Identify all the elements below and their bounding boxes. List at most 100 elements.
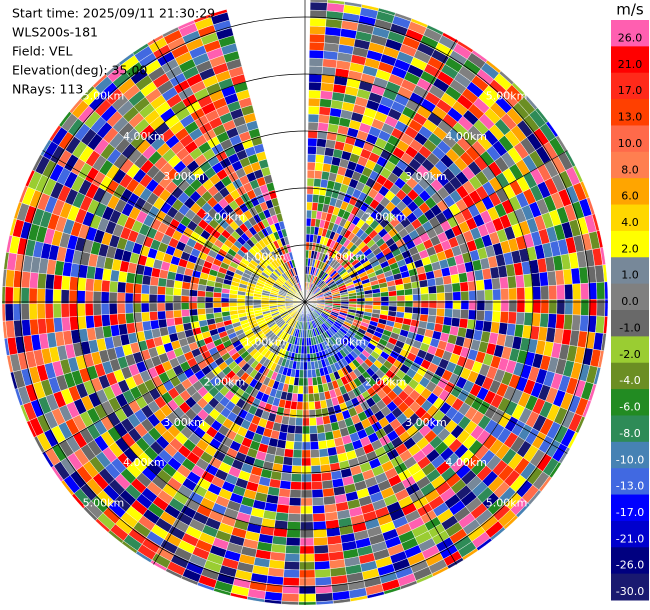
colorbar-segment [611, 204, 649, 232]
gate [308, 73, 323, 83]
gate [317, 122, 329, 132]
gate [296, 393, 304, 403]
gate [436, 292, 446, 301]
gate [189, 308, 199, 317]
gate [524, 286, 534, 301]
gate [444, 308, 454, 318]
gate [308, 97, 321, 107]
gate [309, 25, 326, 35]
gate [298, 377, 304, 387]
gate [286, 529, 301, 539]
gate [302, 385, 309, 395]
range-label: 5.00km [83, 497, 125, 510]
gate [316, 424, 326, 434]
colorbar-segment [611, 415, 649, 443]
gate [156, 294, 166, 304]
gate [180, 288, 190, 297]
gate [306, 209, 313, 219]
gate [285, 537, 301, 547]
colorbar-segment [611, 178, 649, 206]
gate [311, 480, 323, 491]
colorbar-segment [611, 257, 649, 285]
gate [29, 271, 39, 289]
gate [318, 114, 330, 124]
gate [301, 433, 311, 443]
gate [298, 577, 316, 587]
gate [284, 553, 300, 563]
range-label: 3.00km [163, 170, 205, 183]
colorbar-segment [611, 72, 649, 100]
colorbar-segment [611, 362, 649, 390]
colorbar-segment [611, 99, 649, 126]
gate [157, 277, 168, 288]
colorbar-segment [611, 573, 649, 601]
gate [459, 281, 469, 292]
gate [507, 311, 517, 325]
gate [196, 290, 206, 298]
gate [149, 276, 160, 287]
gate [531, 312, 541, 327]
range-label: 2.00km [204, 376, 246, 389]
range-label: 2.00km [204, 210, 246, 223]
gate [45, 273, 55, 290]
gate [60, 289, 70, 304]
gate [315, 146, 326, 156]
gate [458, 318, 469, 329]
gate [307, 113, 320, 123]
gate [36, 303, 46, 320]
gate [306, 169, 316, 179]
colorbar-segment [611, 310, 649, 337]
gate [85, 315, 95, 329]
gate [507, 275, 517, 289]
gate [314, 576, 332, 587]
gate [523, 312, 533, 327]
gate [125, 312, 135, 324]
gate [100, 291, 110, 304]
gate [442, 275, 453, 285]
gate [323, 495, 336, 506]
gate [460, 290, 470, 301]
gate [275, 511, 289, 522]
gate [314, 162, 324, 172]
gate [321, 479, 334, 490]
gate [532, 286, 542, 301]
gate [315, 416, 324, 426]
gate [84, 290, 94, 304]
gate [149, 319, 160, 330]
gate [356, 297, 366, 302]
gate [442, 316, 453, 327]
gate [309, 1, 328, 12]
gate [491, 310, 501, 323]
gate [117, 281, 127, 294]
gate [450, 317, 461, 328]
gate [307, 145, 317, 155]
colorbar-segment [611, 125, 649, 153]
polar-grid [2, 0, 608, 605]
gate [299, 529, 314, 539]
colorbar-segment [611, 389, 649, 416]
spoke [153, 301, 306, 565]
gate [300, 489, 313, 499]
gate [412, 306, 422, 315]
gate [277, 495, 290, 506]
gate [278, 488, 291, 498]
gate [52, 288, 62, 304]
gate [436, 308, 446, 317]
gate [483, 310, 493, 322]
gate [124, 292, 134, 304]
gate [252, 302, 262, 306]
colorbar-segment [611, 494, 649, 522]
range-label: 2.00km [365, 376, 407, 389]
range-label: 4.00km [445, 130, 487, 143]
gate [571, 314, 581, 332]
range-label: 2.00km [365, 210, 407, 223]
gate [324, 147, 335, 157]
gate [109, 313, 119, 326]
gate [244, 302, 254, 307]
gate [276, 301, 286, 304]
gate [281, 592, 300, 603]
gate [312, 504, 326, 515]
gate [314, 170, 323, 180]
gate [285, 545, 301, 555]
gate [572, 283, 582, 300]
